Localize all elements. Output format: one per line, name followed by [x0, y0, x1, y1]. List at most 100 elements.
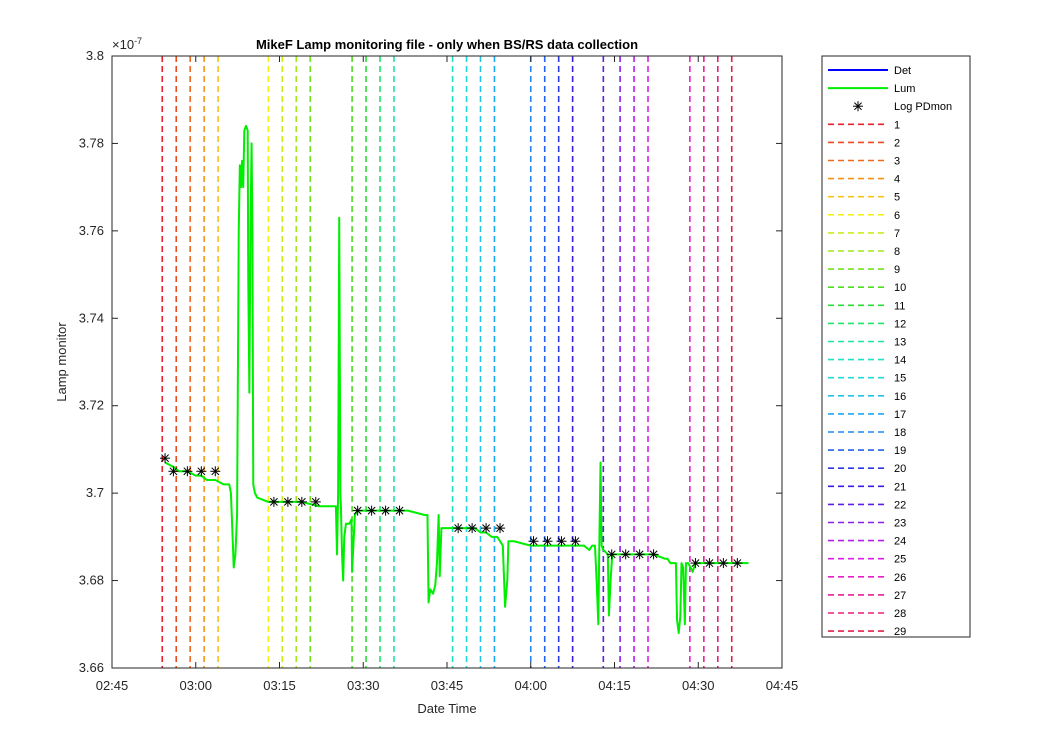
asterisk-stroke-d2: [454, 524, 463, 533]
log-pdmon-point: [556, 536, 567, 547]
legend-label-marker-26: 26: [894, 572, 906, 584]
legend-label-marker-21: 21: [894, 481, 906, 493]
log-pdmon-point: [380, 505, 391, 516]
log-pdmon-point: [606, 549, 617, 560]
legend-label-marker-3: 3: [894, 156, 900, 168]
log-pdmon-point: [634, 549, 645, 560]
asterisk-stroke-d2: [496, 524, 504, 533]
asterisk-stroke-d2: [169, 467, 178, 476]
legend-label-lum: Lum: [894, 83, 915, 95]
legend-box: [821, 55, 971, 638]
y-tick-label: 3.7: [86, 485, 104, 500]
x-tick-label: 03:30: [347, 678, 380, 693]
log-pdmon-point: [528, 536, 539, 547]
plot-area: [112, 56, 782, 668]
log-pdmon-point: [196, 466, 207, 477]
asterisk-stroke-d2: [571, 537, 580, 546]
log-pdmon-point: [732, 558, 743, 569]
asterisk-stroke-d2: [395, 506, 404, 515]
log-pdmon-point: [542, 536, 553, 547]
asterisk-stroke-d2: [635, 550, 644, 559]
asterisk-stroke-d2: [269, 497, 278, 506]
legend-label-marker-16: 16: [894, 391, 906, 403]
legend-label-marker-12: 12: [894, 318, 906, 330]
x-axis-label: Date Time: [417, 701, 476, 716]
log-pdmon-point: [182, 466, 193, 477]
log-pdmon-point: [366, 505, 377, 516]
asterisk-stroke-d2: [543, 537, 552, 546]
asterisk-stroke-d2: [381, 506, 390, 515]
x-ticks-layer: 02:45 03:00 03:15 03:30 03:45 04:00 04:15 04:30…: [96, 56, 798, 693]
log-pdmon-point: [282, 496, 293, 507]
y-exponent-power: -7: [134, 36, 142, 46]
legend-label-marker-9: 9: [894, 264, 900, 276]
asterisk-stroke-d2: [283, 497, 292, 506]
asterisk-stroke-d2: [691, 559, 700, 568]
asterisk-stroke-d2: [607, 550, 616, 559]
legend-label-marker-27: 27: [894, 590, 906, 602]
asterisk-stroke-d2: [367, 506, 376, 515]
legend-label-marker-6: 6: [894, 210, 900, 222]
legend-label-marker-25: 25: [894, 554, 906, 566]
asterisk-stroke-d2: [353, 506, 362, 515]
legend-label-marker-2: 2: [894, 137, 900, 149]
y-ticks-layer: 3.66 3.68 3.7 3.72 3.74 3.76 3.78 3.8: [79, 48, 782, 675]
legend-label-marker-8: 8: [894, 246, 900, 258]
x-tick-label: 03:45: [431, 678, 464, 693]
y-tick-label: 3.66: [79, 660, 104, 675]
asterisk-stroke-d2: [211, 467, 220, 476]
y-exponent-base: ×10: [112, 37, 134, 52]
legend-label-marker-5: 5: [894, 192, 900, 204]
log-pdmon-point: [620, 549, 631, 560]
x-tick-label: 04:30: [682, 678, 715, 693]
legend-label-marker-28: 28: [894, 608, 906, 620]
log-pdmon-point: [310, 496, 321, 507]
x-tick-label: 02:45: [96, 678, 129, 693]
legend-label-marker-7: 7: [894, 228, 900, 240]
y-tick-label: 3.72: [79, 398, 104, 413]
y-tick-label: 3.74: [79, 310, 104, 325]
asterisk-stroke-d2: [854, 102, 862, 111]
asterisk-stroke-d2: [482, 524, 491, 533]
log-pdmon-point: [210, 466, 221, 477]
legend-label-marker-10: 10: [894, 282, 906, 294]
log-pdmon-point: [648, 549, 659, 560]
log-pdmon-point: [718, 558, 729, 569]
y-tick-label: 3.76: [79, 223, 104, 238]
legend-label-marker-14: 14: [894, 355, 906, 367]
chart-title: MikeF Lamp monitoring file - only when B…: [256, 37, 638, 52]
legend-label-det: Det: [894, 65, 911, 77]
log-pdmon-point: [467, 523, 478, 534]
legend-label-marker-17: 17: [894, 409, 906, 421]
log-pdmon-point: [268, 496, 279, 507]
asterisk-stroke-d2: [183, 467, 192, 476]
legend-label-marker-15: 15: [894, 373, 906, 385]
log-pdmon-point: [168, 466, 179, 477]
log-pdmon-point: [394, 505, 405, 516]
asterisk-stroke-d2: [649, 550, 658, 559]
y-tick-label: 3.78: [79, 135, 104, 150]
x-tick-label: 03:00: [179, 678, 212, 693]
log-pdmon-point: [495, 523, 506, 534]
legend-swatch-log-pdmon: [853, 101, 863, 112]
log-pdmon-point: [570, 536, 581, 547]
log-pdmon-point: [690, 558, 701, 569]
asterisk-stroke-d2: [197, 467, 206, 476]
legend-label-marker-4: 4: [894, 174, 900, 186]
asterisk-stroke-d2: [557, 537, 566, 546]
log-points-layer: [160, 453, 743, 569]
legend-label-marker-1: 1: [894, 119, 900, 131]
y-tick-label: 3.8: [86, 48, 104, 63]
asterisk-stroke-d2: [529, 537, 538, 546]
legend-label-marker-18: 18: [894, 427, 906, 439]
x-tick-label: 04:15: [598, 678, 631, 693]
asterisk-stroke-d2: [621, 550, 630, 559]
asterisk-stroke-d2: [733, 559, 742, 568]
y-tick-label: 3.68: [79, 573, 104, 588]
log-pdmon-point: [296, 496, 307, 507]
legend-label-marker-22: 22: [894, 499, 906, 511]
log-pdmon-point: [704, 558, 715, 569]
